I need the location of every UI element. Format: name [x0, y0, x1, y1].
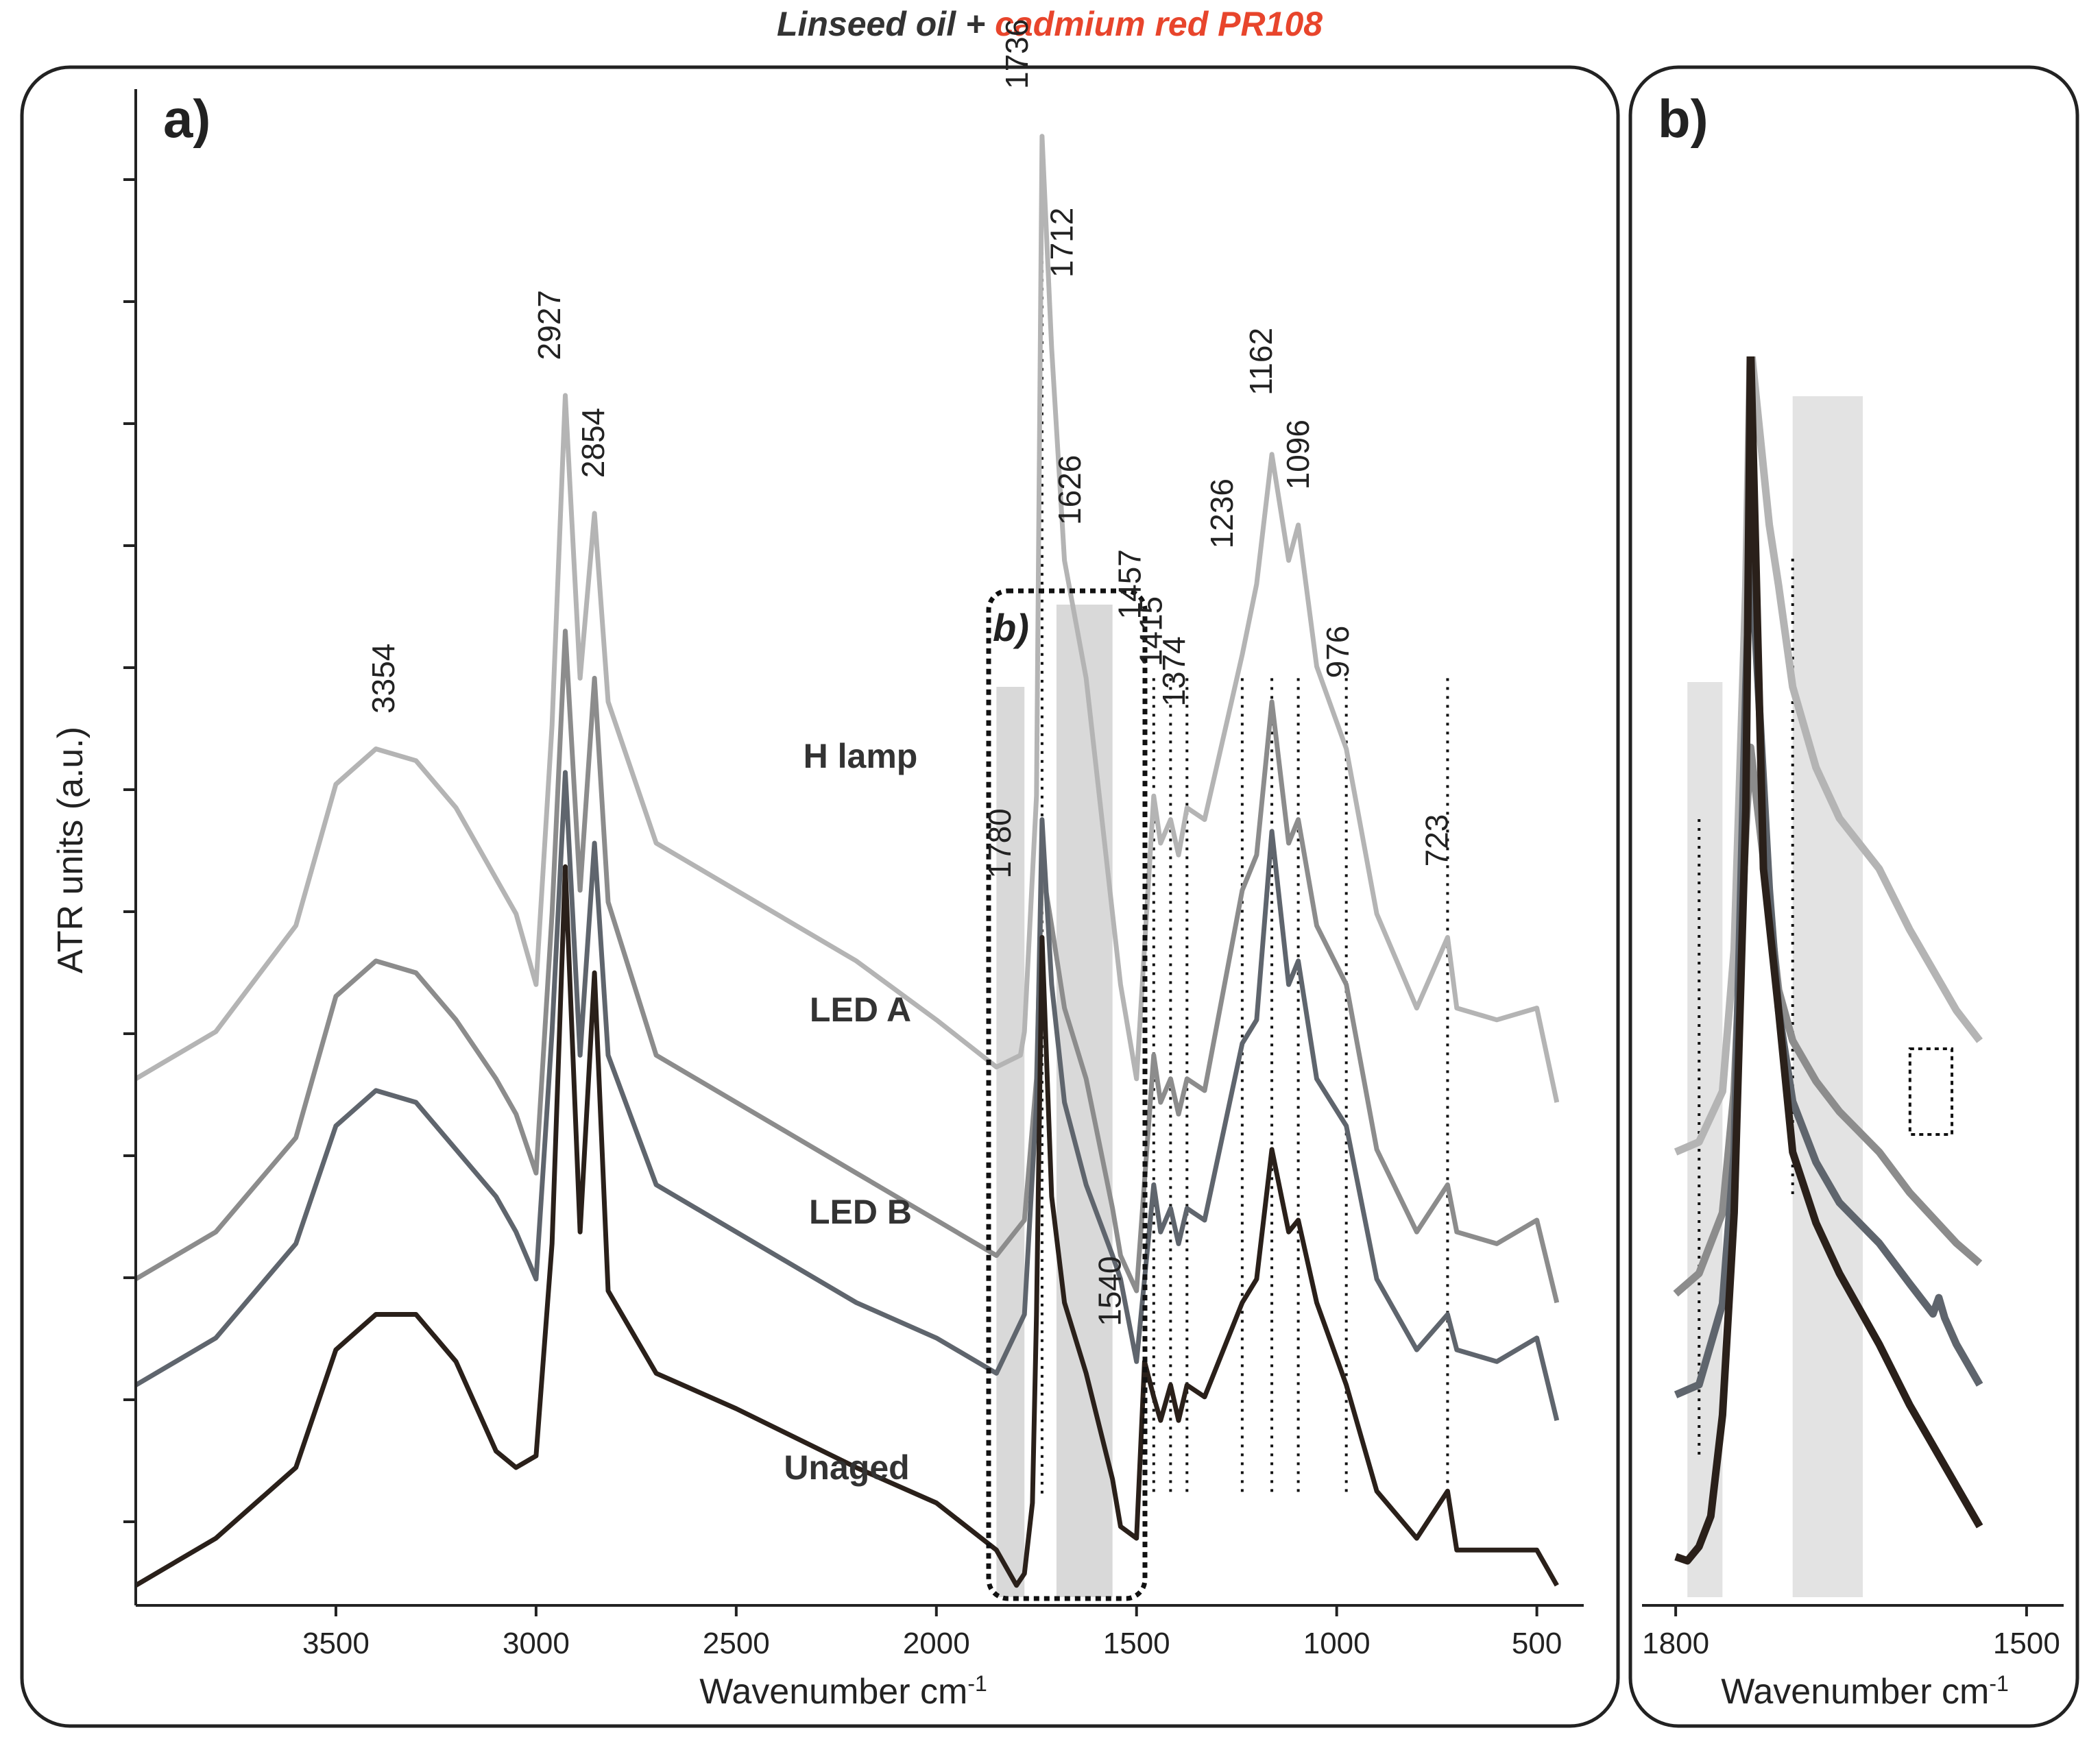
peak-label-1712: 1712 [1043, 208, 1079, 278]
peak-label-1415: 1415 [1133, 596, 1169, 666]
trace-label-led-a: LED A [810, 991, 911, 1029]
trace-label-led-b: LED B [809, 1193, 912, 1231]
x-tick-label-3500: 3500 [302, 1627, 370, 1660]
peak-label-976: 976 [1320, 626, 1355, 679]
panel-a-plot: b) 3354292728541736171217801626145714151… [51, 19, 1584, 1712]
peak-label-723: 723 [1419, 814, 1454, 867]
peak-label-1780: 1780 [982, 808, 1017, 878]
panel-a-tag: a) [163, 88, 210, 149]
panel-a-axes: 3500 3000 2500 2000 1500 1000 500 [123, 89, 1584, 1660]
figure-title: Linseed oil + cadmium red PR108 [777, 5, 1323, 43]
panel-b-frame [1628, 65, 2079, 1728]
panel-b-series-group [1673, 356, 1983, 1565]
shaded-band-0 [996, 687, 1025, 1597]
peak-label-2927: 2927 [531, 290, 567, 360]
panel-a-frame [20, 65, 1620, 1728]
b-series-unaged [1674, 356, 1983, 1565]
panel-a-x-axis-label: Wavenumber cm-1 [699, 1671, 987, 1712]
inset-region-box [986, 588, 1148, 1601]
x-tick-label-2500: 2500 [703, 1627, 770, 1660]
title-part-1: Linseed oil + [777, 5, 995, 43]
b-series-h-lamp [1674, 356, 1983, 1156]
b-shaded-band-1 [1792, 396, 1863, 1597]
x-tick-label-1000: 1000 [1303, 1627, 1371, 1660]
peak-label-1626: 1626 [1052, 455, 1087, 525]
peak-label-2854: 2854 [575, 408, 611, 478]
trace-label-unaged: Unaged [784, 1448, 909, 1487]
series-led-a [134, 629, 1560, 1304]
inset-box-label: b) [993, 606, 1029, 649]
panel-a-peak-labels: 3354 2927 2854 1736 1712 1780 1626 145714151374… [365, 19, 1454, 1326]
panel-b-highlight-box-group [1908, 1047, 1954, 1136]
series-led-b [134, 770, 1560, 1422]
trace-label-h-lamp: H lamp [804, 737, 918, 775]
x-tick-label-3000: 3000 [503, 1627, 570, 1660]
panel-b-axes: 1800 1500 [1642, 1604, 2064, 1660]
peak-label-3354: 3354 [365, 644, 401, 714]
x-tick-label-500: 500 [1512, 1627, 1562, 1660]
b-x-tick-label-1800: 1800 [1642, 1627, 1709, 1660]
panel-a-series-group [134, 134, 1560, 1588]
peak-label-1096: 1096 [1280, 420, 1316, 489]
panel-a-y-axis-label: ATR units (a.u.) [51, 727, 90, 973]
panel-a-trace-labels: H lamp LED A LED B Unaged [784, 737, 917, 1487]
peak-label-1540: 1540 [1091, 1256, 1127, 1326]
panel-b-plot: 1800 1500 b) Wavenumber cm-1 [1642, 88, 2064, 1712]
panel-b-x-axis-label: Wavenumber cm-1 [1721, 1671, 2009, 1712]
x-tick-label-1500: 1500 [1103, 1627, 1170, 1660]
peak-label-1236: 1236 [1204, 478, 1240, 548]
series-unaged [134, 864, 1559, 1588]
x-tick-label-2000: 2000 [903, 1627, 970, 1660]
b-x-tick-label-1500: 1500 [1993, 1627, 2060, 1660]
highlight-box [1908, 1047, 1954, 1136]
panel-b-tag: b) [1658, 88, 1709, 149]
peak-label-1736: 1736 [999, 19, 1035, 89]
title-part-2: cadmium red PR108 [995, 5, 1323, 43]
series-h-lamp [134, 134, 1560, 1103]
peak-label-1162: 1162 [1243, 328, 1279, 396]
peak-label-1457: 1457 [1112, 549, 1148, 619]
peak-label-1374: 1374 [1156, 636, 1192, 706]
